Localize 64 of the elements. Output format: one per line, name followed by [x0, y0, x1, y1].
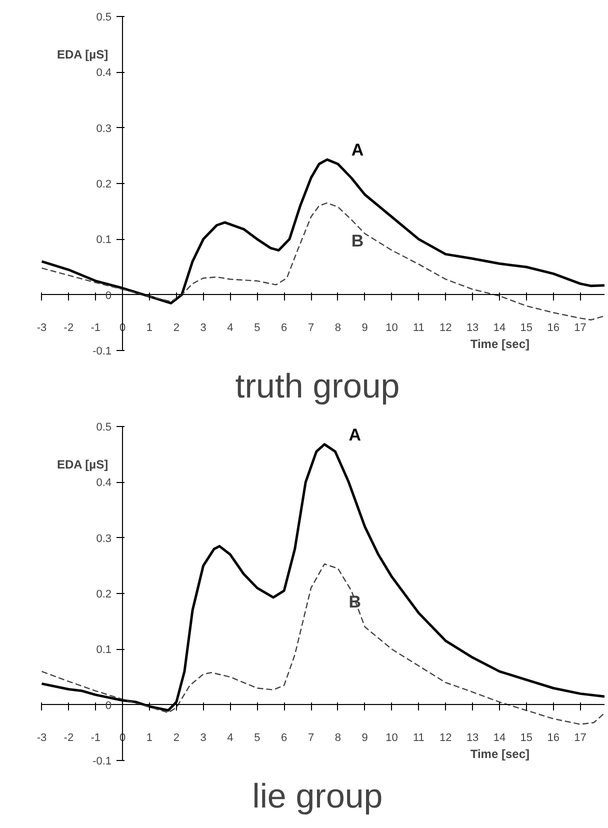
x-tick-label: 7	[308, 732, 314, 744]
x-tick-label: 15	[520, 322, 533, 334]
y-tick-label: 0.1	[96, 644, 112, 656]
x-tick-label: 16	[547, 322, 560, 334]
x-tick-label: 4	[227, 322, 234, 334]
x-tick-label: 2	[173, 322, 180, 334]
x-tick-label: 17	[574, 732, 586, 744]
x-tick-label: -1	[90, 732, 100, 744]
y-tick-label: 0.2	[96, 588, 112, 600]
x-tick-label: 9	[362, 322, 368, 334]
x-tick-label: 1	[146, 732, 153, 744]
y-axis-title: EDA [µS]	[56, 48, 108, 62]
y-tick-label: -0.1	[92, 755, 112, 768]
series-label: B	[348, 592, 361, 612]
y-tick-label: 0.1	[96, 234, 112, 246]
x-tick-label: 5	[254, 732, 260, 744]
x-tick-label: 2	[173, 732, 180, 744]
x-tick-label: 6	[281, 732, 288, 744]
text: truth group	[235, 368, 400, 406]
x-tick-label: 4	[227, 732, 234, 744]
line-series	[41, 202, 604, 320]
x-tick-label: 10	[386, 732, 398, 744]
x-tick-label: 8	[334, 732, 342, 744]
x-axis-title: Time [sec]	[470, 746, 530, 761]
x-axis-title: Time [sec]	[470, 336, 530, 351]
y-tick-label: 0.3	[96, 122, 112, 135]
y-tick-label: 0.2	[96, 178, 112, 190]
x-tick-label: 6	[281, 322, 288, 334]
y-tick-label: 0.3	[96, 532, 112, 545]
x-tick-label: 13	[466, 732, 479, 744]
y-tick-label: 0.4	[96, 67, 112, 80]
x-tick-label: 12	[440, 322, 452, 334]
x-tick-label: 10	[386, 322, 398, 334]
x-tick-label: 3	[200, 322, 206, 334]
x-tick-label: 14	[493, 322, 506, 334]
text: lie group	[252, 778, 383, 816]
x-tick-label: 14	[493, 732, 506, 744]
x-tick-label: 7	[308, 322, 314, 334]
y-tick-label: -0.1	[92, 345, 112, 358]
y-axis-title: EDA [µS]	[56, 458, 108, 472]
x-tick-label: 17	[574, 322, 586, 334]
x-tick-label: -1	[90, 322, 100, 334]
series-label: A	[348, 425, 361, 444]
series-label: A	[351, 140, 364, 160]
x-tick-label: 1	[146, 322, 153, 334]
y-tick-label: 0.5	[96, 12, 112, 24]
x-tick-label: 13	[466, 322, 479, 334]
x-tick-label: 12	[440, 732, 452, 744]
x-tick-label: 11	[413, 732, 424, 744]
x-tick-label: -2	[64, 732, 74, 744]
x-tick-label: 8	[334, 322, 342, 334]
y-tick-label: 0.4	[96, 477, 112, 490]
x-tick-label: 11	[413, 322, 424, 334]
x-tick-label: 9	[362, 732, 368, 744]
line-series	[41, 563, 604, 725]
series-label: B	[351, 231, 364, 250]
x-tick-label: 5	[254, 322, 260, 334]
x-tick-label: -3	[36, 322, 47, 334]
x-tick-label: -3	[36, 732, 47, 744]
y-tick-label: 0.5	[96, 422, 112, 434]
x-tick-label: 16	[547, 732, 560, 744]
x-tick-label: -2	[64, 322, 74, 334]
x-tick-label: 15	[520, 732, 533, 744]
x-tick-label: 3	[200, 732, 206, 744]
